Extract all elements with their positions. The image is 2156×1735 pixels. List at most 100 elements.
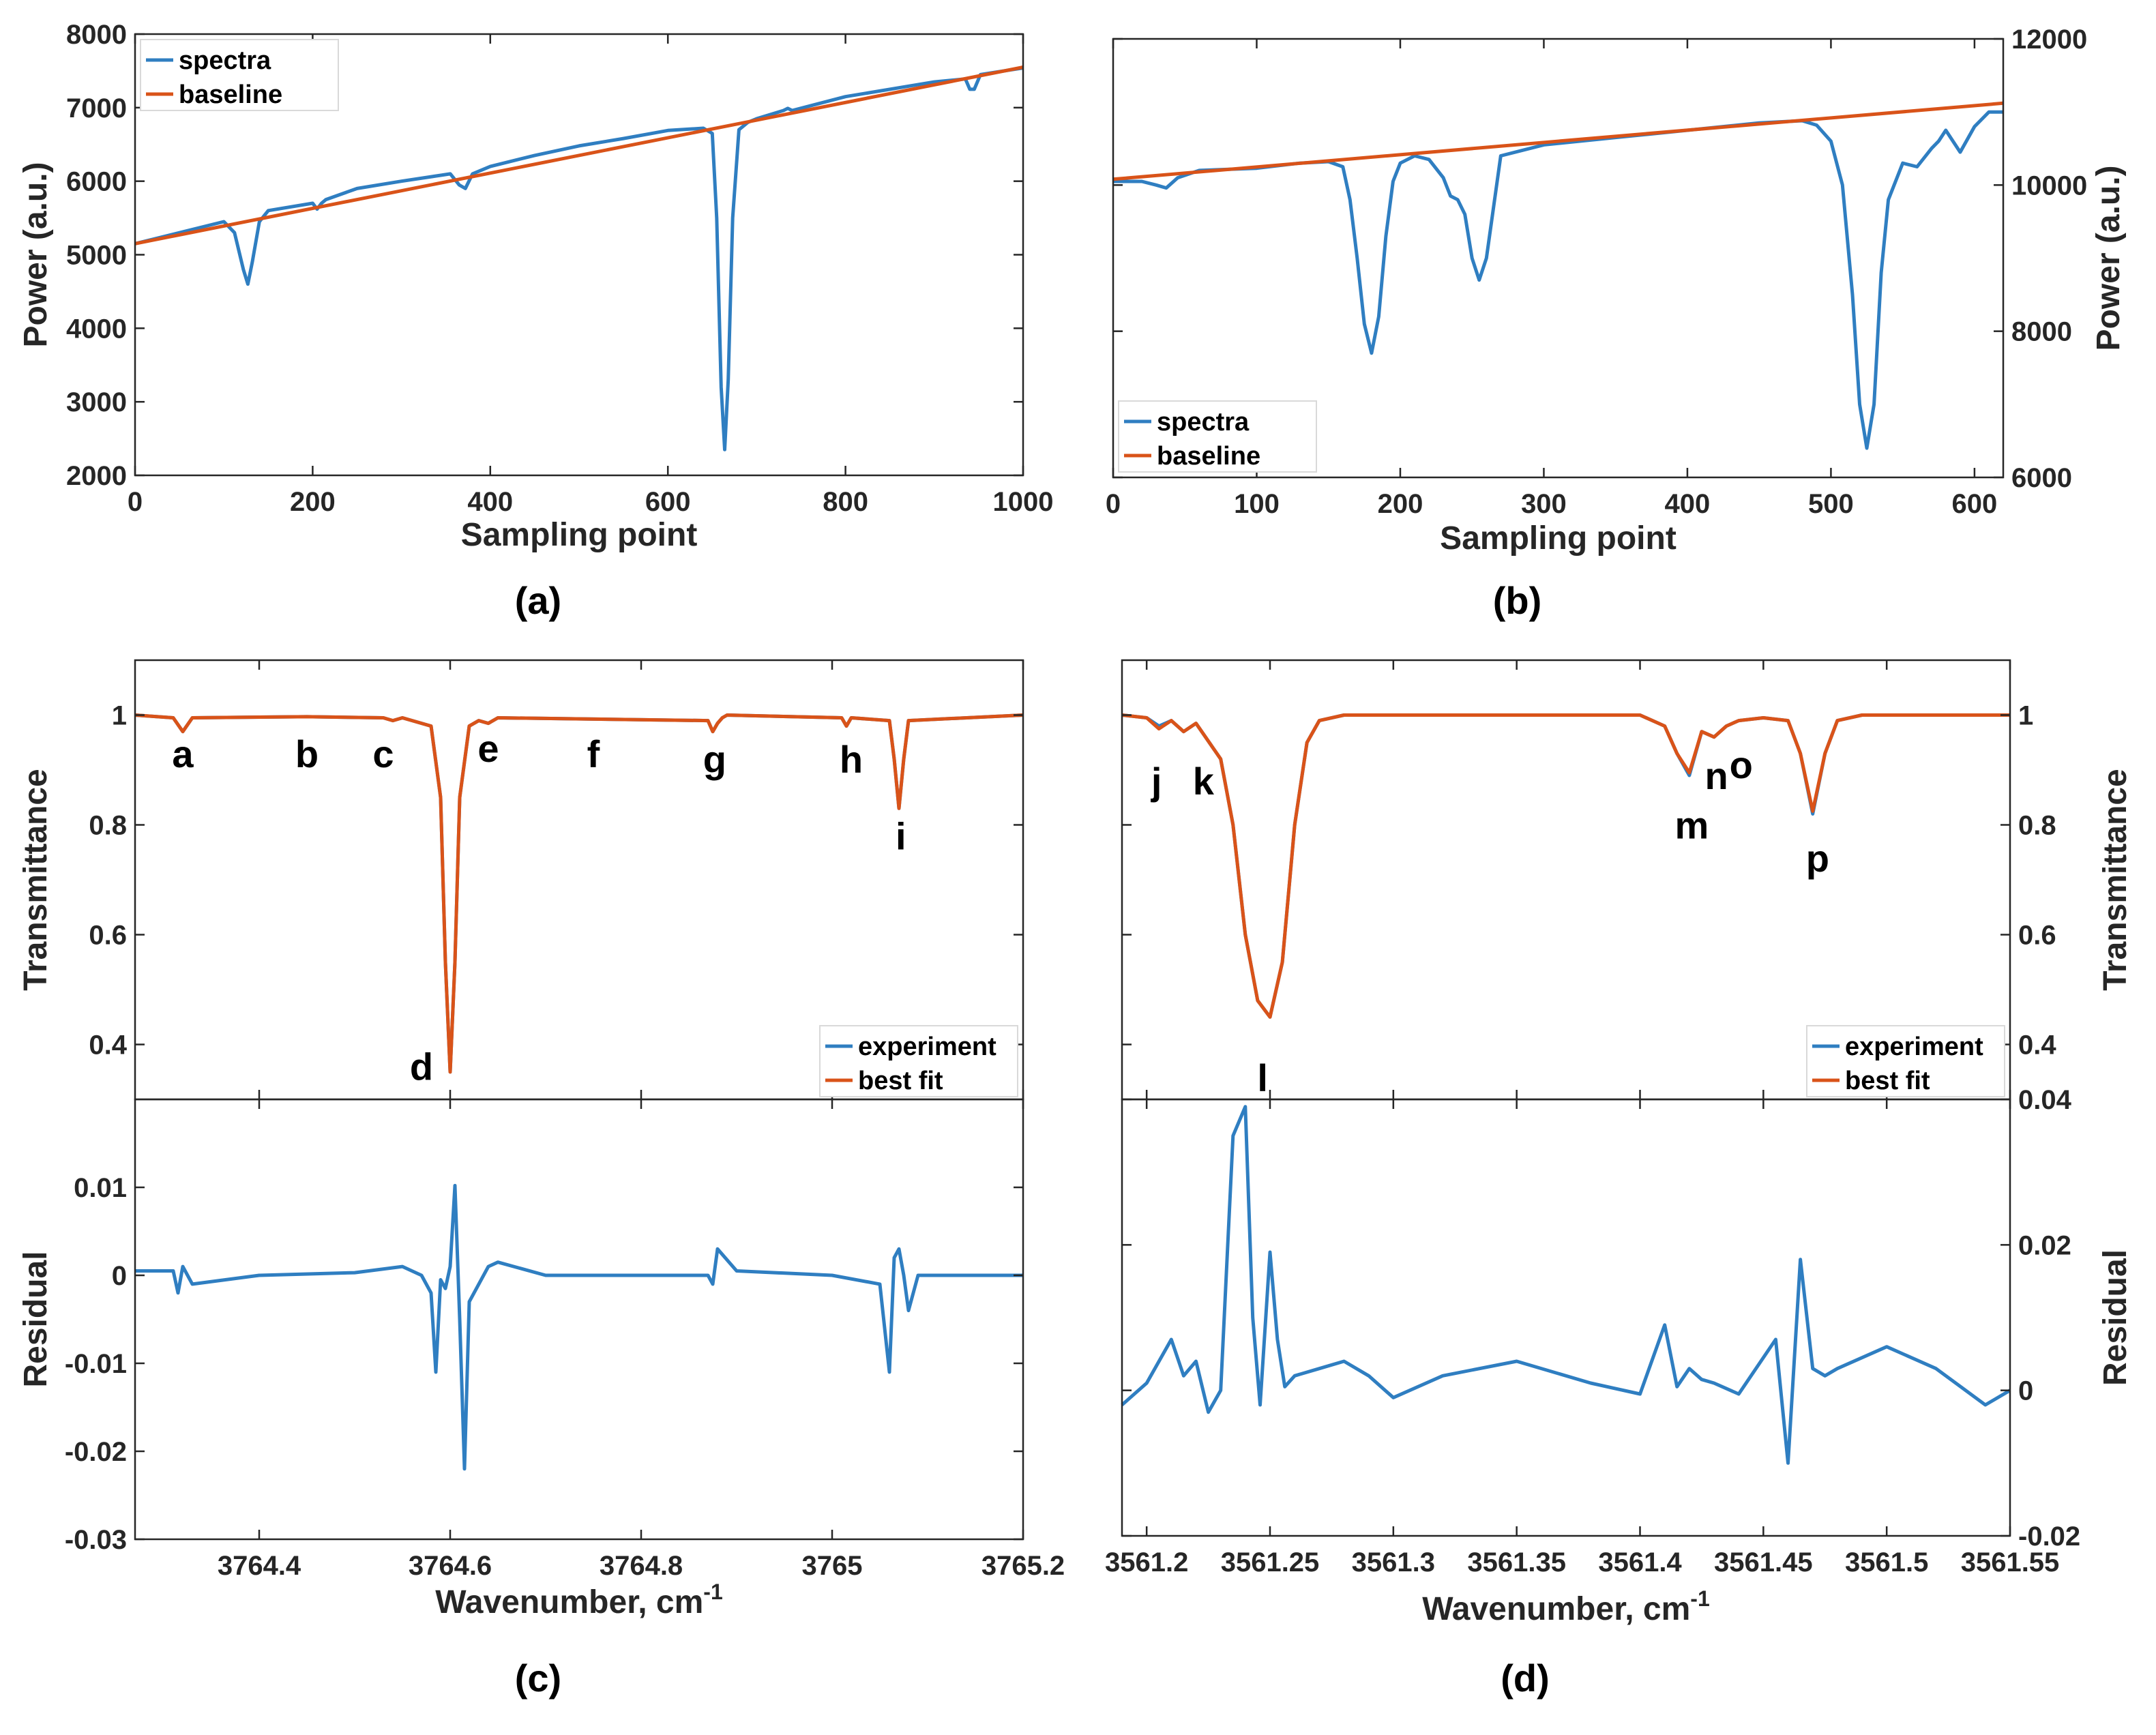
panel-a: 0 200 400 600 800 1000 2000 3000 4000 5000 6000 700… xyxy=(18,20,1053,622)
peak-label-i: i xyxy=(896,815,906,858)
series-baseline xyxy=(134,65,1024,246)
x-axis-label-superscript: -1 xyxy=(1690,1586,1709,1611)
panel-a-xtick-label: 400 xyxy=(467,487,513,517)
legend-b-box xyxy=(1118,400,1317,473)
peak-label-n: n xyxy=(1705,754,1728,797)
panel-c: 3764.4 3764.6 3764.8 3765 3765.2 0.4 0.6 0.8 1 -0… xyxy=(18,659,1065,1700)
panel-a-ytick-label: 7000 xyxy=(66,93,127,123)
legend-b-entry: baseline xyxy=(1157,442,1260,471)
panel-a-xtick-label: 600 xyxy=(645,487,691,517)
panel-c-top-ytick-label: 0.4 xyxy=(89,1030,127,1061)
legend-c-box xyxy=(819,1025,1018,1097)
series-baseline xyxy=(1112,101,2004,181)
panel-a-ytick-label: 4000 xyxy=(66,314,127,344)
panel-c-top-ytick-label: 0.6 xyxy=(89,921,127,951)
peak-label-p: p xyxy=(1806,837,1829,880)
panel-d-bottom-xtick-label: 3561.2 xyxy=(1105,1547,1188,1577)
y-axis-label-d-bottom: Residual xyxy=(2097,1249,2133,1386)
panel-d-bottom-ytick-label: 0.04 xyxy=(2018,1085,2072,1115)
panel-c-bottom-ytick-label: -0.02 xyxy=(65,1437,127,1467)
panel-c-bottom-xtick-label: 3764.6 xyxy=(409,1551,492,1581)
peak-label-k: k xyxy=(1193,760,1215,803)
panel-c-bottom-ytick-label: 0 xyxy=(112,1261,127,1291)
x-axis-label-superscript: -1 xyxy=(703,1580,722,1604)
y-axis-label-b: Power (a.u.) xyxy=(2091,165,2127,351)
panel-b-xtick-label: 200 xyxy=(1378,489,1423,519)
legend-d-box xyxy=(1806,1025,2005,1097)
plot-frame-c-bottom xyxy=(134,1098,1024,1541)
panel-label-b: (b) xyxy=(1493,579,1542,622)
panel-a-xtick-label: 800 xyxy=(823,487,868,517)
y-axis-label-c-top: Transmittance xyxy=(18,769,54,990)
panel-d-bottom-xtick-label: 3561.35 xyxy=(1467,1547,1566,1577)
panel-b-ytick-label: 6000 xyxy=(2011,463,2072,493)
plot-frame-b xyxy=(1112,38,2005,479)
panel-a-ytick-label: 3000 xyxy=(66,387,127,417)
panel-d-bottom-ytick-label: 0 xyxy=(2018,1376,2033,1406)
series-residual xyxy=(1121,1105,2011,1465)
panel-b-xtick-label: 500 xyxy=(1808,489,1854,519)
peak-label-f: f xyxy=(587,732,600,775)
panel-d-top-ytick-label: 0.8 xyxy=(2018,811,2056,841)
legend-d-entry: best fit xyxy=(1845,1067,1930,1095)
panel-a-xtick-label: 200 xyxy=(290,487,336,517)
panel-d-bottom-xtick-label: 3561.55 xyxy=(1961,1547,2060,1577)
panel-d-bottom-xtick-label: 3561.3 xyxy=(1352,1547,1435,1577)
panel-d-top-ytick-label: 0.6 xyxy=(2018,921,2056,951)
plot-frame-d-bottom xyxy=(1121,1098,2011,1537)
x-axis-label-c: Wavenumber, cm-1 xyxy=(435,1580,722,1620)
y-axis-label-c-bottom: Residual xyxy=(18,1251,54,1387)
panel-d-bottom-xtick-label: 3561.5 xyxy=(1845,1547,1928,1577)
legend-a-entry: baseline xyxy=(179,80,282,109)
panel-d-bottom-xtick-label: 3561.45 xyxy=(1714,1547,1813,1577)
peak-label-m: m xyxy=(1675,804,1709,847)
series-residual xyxy=(135,1183,1023,1471)
panel-b-xtick-label: 400 xyxy=(1665,489,1711,519)
legend-b-entry: spectra xyxy=(1157,408,1250,436)
peak-label-c: c xyxy=(372,732,394,775)
panel-b-xtick-label: 100 xyxy=(1234,489,1280,519)
panel-b-ytick-label: 10000 xyxy=(2011,170,2087,201)
y-axis-label-a: Power (a.u.) xyxy=(18,162,54,347)
peak-label-h: h xyxy=(840,738,863,781)
panel-b-xtick-label: 600 xyxy=(1952,489,1998,519)
panel-d-top-ytick-label: 0.4 xyxy=(2018,1030,2056,1061)
panel-b: 0 100 200 300 400 500 600 6000 8000 10000 12000 Pow… xyxy=(1106,25,2127,622)
peak-label-d: d xyxy=(410,1046,433,1088)
legend-b: spectra baseline xyxy=(1118,400,1317,473)
panel-d-bottom-xtick-label: 3561.25 xyxy=(1221,1547,1320,1577)
panel-c-bottom-ytick-label: -0.03 xyxy=(65,1525,127,1555)
legend-c: experiment best fit xyxy=(819,1025,1018,1097)
panel-d-bottom-ytick-label: -0.02 xyxy=(2018,1522,2080,1552)
legend-c-entry: experiment xyxy=(858,1033,996,1061)
y-axis-label-d-top: Transmittance xyxy=(2097,769,2133,990)
legend-c-entry: best fit xyxy=(858,1067,943,1095)
panel-a-ytick-label: 8000 xyxy=(66,20,127,50)
peak-label-e: e xyxy=(477,727,499,770)
legend-d-entry: experiment xyxy=(1845,1033,1983,1061)
series-spectra xyxy=(1113,110,2003,450)
panel-a-ytick-label: 5000 xyxy=(66,241,127,271)
panel-c-bottom-ytick-label: 0.01 xyxy=(74,1173,127,1203)
panel-b-xtick-label: 300 xyxy=(1521,489,1567,519)
panel-c-bottom-ytick-label: -0.01 xyxy=(65,1349,127,1379)
peak-label-b: b xyxy=(295,732,319,775)
legend-a: spectra baseline xyxy=(140,39,339,111)
x-axis-label-text: Wavenumber, cm xyxy=(435,1584,703,1620)
panel-b-ytick-label: 12000 xyxy=(2011,25,2087,55)
panel-d-bottom-ytick-label: 0.02 xyxy=(2018,1230,2071,1260)
peak-label-a: a xyxy=(172,732,194,775)
panel-c-bottom-xtick-label: 3764.4 xyxy=(218,1551,301,1581)
panel-c-bottom-xtick-label: 3765 xyxy=(802,1551,863,1581)
panel-d: 3561.2 3561.25 3561.3 3561.35 3561.4 3561.45 3… xyxy=(1105,659,2133,1700)
legend-a-box xyxy=(140,39,339,111)
x-axis-label-b: Sampling point xyxy=(1440,520,1677,557)
panel-c-top-ytick-label: 0.8 xyxy=(89,811,127,841)
x-axis-label-d: Wavenumber, cm-1 xyxy=(1422,1586,1709,1627)
panel-b-xtick-label: 0 xyxy=(1106,489,1121,519)
legend-a-entry: spectra xyxy=(179,46,271,75)
panel-label-d: (d) xyxy=(1501,1657,1550,1700)
panel-label-a: (a) xyxy=(515,579,561,622)
